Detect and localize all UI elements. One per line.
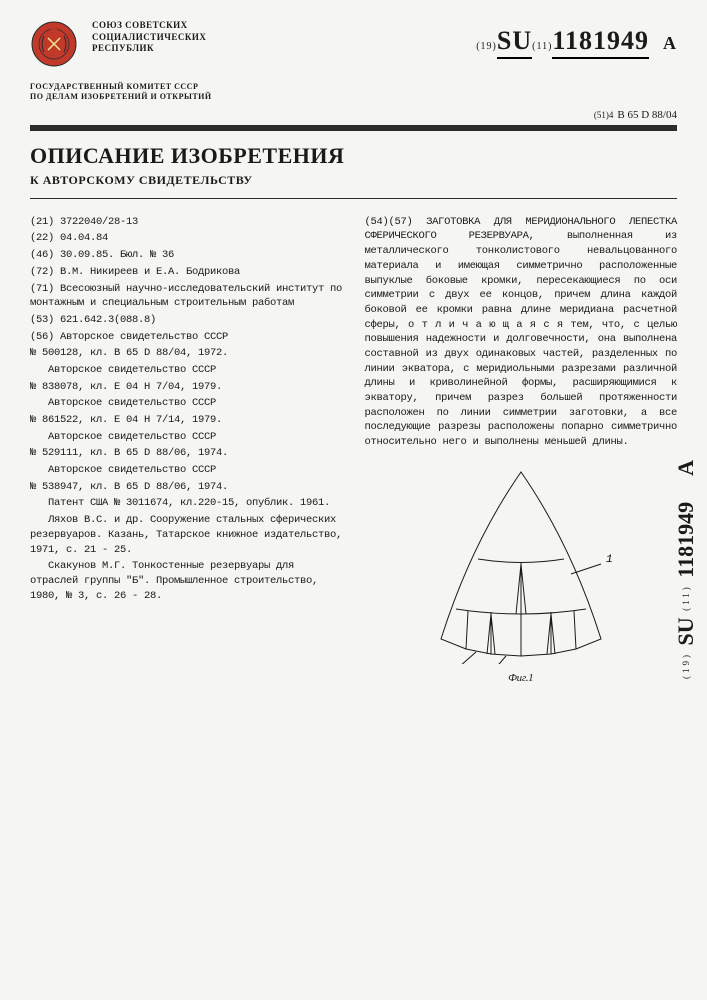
ussr-emblem-icon (30, 20, 78, 68)
ref-4-head: Авторское свидетельство СССР (30, 430, 343, 445)
prefix-11: (11) (532, 41, 552, 52)
left-column: (21) 3722040/28-13 (22) 04.04.84 (46) 30… (30, 215, 343, 687)
union-line-2: СОЦИАЛИСТИЧЕСКИХ (92, 32, 206, 44)
field-21: (21) 3722040/28-13 (30, 215, 343, 230)
ref-5: № 538947, кл. В 65 D 88/06, 1974. (30, 480, 343, 495)
ref-2: № 838078, кл. Е 04 Н 7/04, 1979. (30, 380, 343, 395)
ref-4: № 529111, кл. В 65 D 88/06, 1974. (30, 446, 343, 461)
ipc-prefix: (51)4 (594, 110, 614, 120)
ref-3-head: Авторское свидетельство СССР (30, 396, 343, 411)
ipc-row: (51)4 В 65 D 88/04 (0, 105, 707, 123)
document-title: ОПИСАНИЕ ИЗОБРЕТЕНИЯ (0, 137, 707, 171)
figure-1: 1 4 5 Фиг.1 (365, 464, 678, 687)
country-code: SU (497, 26, 532, 59)
committee-line-1: ГОСУДАРСТВЕННЫЙ КОМИТЕТ СССР (30, 82, 280, 92)
side-document-number: (19) SU (11) 1181949 A (673, 460, 699, 679)
ref-3: № 861522, кл. Е 04 Н 7/14, 1979. (30, 413, 343, 428)
divider-thick (30, 125, 677, 131)
document-subtitle: К АВТОРСКОМУ СВИДЕТЕЛЬСТВУ (0, 171, 707, 194)
kind-code: A (663, 33, 677, 53)
ref-7: Ляхов В.С. и др. Сооружение стальных сфе… (30, 513, 343, 557)
field-72: (72) В.М. Никиреев и Е.А. Бодрикова (30, 265, 343, 280)
patent-number: 1181949 (552, 26, 649, 59)
field-53: (53) 621.642.3(088.8) (30, 313, 343, 328)
union-line-3: РЕСПУБЛИК (92, 43, 206, 55)
union-label: СОЮЗ СОВЕТСКИХ СОЦИАЛИСТИЧЕСКИХ РЕСПУБЛИ… (92, 20, 206, 68)
side-prefix-11: (11) (681, 584, 691, 611)
figure-label: Фиг.1 (365, 671, 678, 686)
document-number: (19)SU(11)1181949 A (476, 20, 677, 56)
petal-diagram-icon: 1 4 5 (416, 464, 626, 664)
ref-6: Патент США № 3011674, кл.220-15, опублик… (30, 496, 343, 511)
prefix-19: (19) (476, 41, 497, 52)
document-header: СОЮЗ СОВЕТСКИХ СОЦИАЛИСТИЧЕСКИХ РЕСПУБЛИ… (0, 0, 707, 76)
fig-ref-1: 1 (606, 554, 612, 566)
right-column: (54)(57) ЗАГОТОВКА ДЛЯ МЕРИДИОНАЛЬНОГО Л… (365, 215, 678, 687)
field-71: (71) Всесоюзный научно-исследовательский… (30, 282, 343, 311)
ref-5-head: Авторское свидетельство СССР (30, 463, 343, 478)
union-line-1: СОЮЗ СОВЕТСКИХ (92, 20, 206, 32)
committee-label: ГОСУДАРСТВЕННЫЙ КОМИТЕТ СССР ПО ДЕЛАМ ИЗ… (0, 76, 310, 105)
field-22: (22) 04.04.84 (30, 231, 343, 246)
divider-thin (30, 198, 677, 199)
abstract-text: (54)(57) ЗАГОТОВКА ДЛЯ МЕРИДИОНАЛЬНОГО Л… (365, 215, 678, 450)
side-country-code: SU (673, 617, 698, 645)
ref-8: Скакунов М.Г. Тонкостенные резервуары дл… (30, 559, 343, 603)
side-kind-code: A (673, 460, 698, 476)
field-46: (46) 30.09.85. Бюл. № 36 (30, 248, 343, 263)
committee-line-2: ПО ДЕЛАМ ИЗОБРЕТЕНИЙ И ОТКРЫТИЙ (30, 92, 280, 102)
ref-1: № 500128, кл. В 65 D 88/04, 1972. (30, 346, 343, 361)
content-columns: (21) 3722040/28-13 (22) 04.04.84 (46) 30… (0, 205, 707, 687)
side-prefix-19: (19) (681, 652, 691, 679)
ref-2-head: Авторское свидетельство СССР (30, 363, 343, 378)
side-patent-number: 1181949 (673, 502, 698, 578)
field-56-head: (56) Авторское свидетельство СССР (30, 330, 343, 345)
ipc-code: В 65 D 88/04 (617, 109, 677, 121)
